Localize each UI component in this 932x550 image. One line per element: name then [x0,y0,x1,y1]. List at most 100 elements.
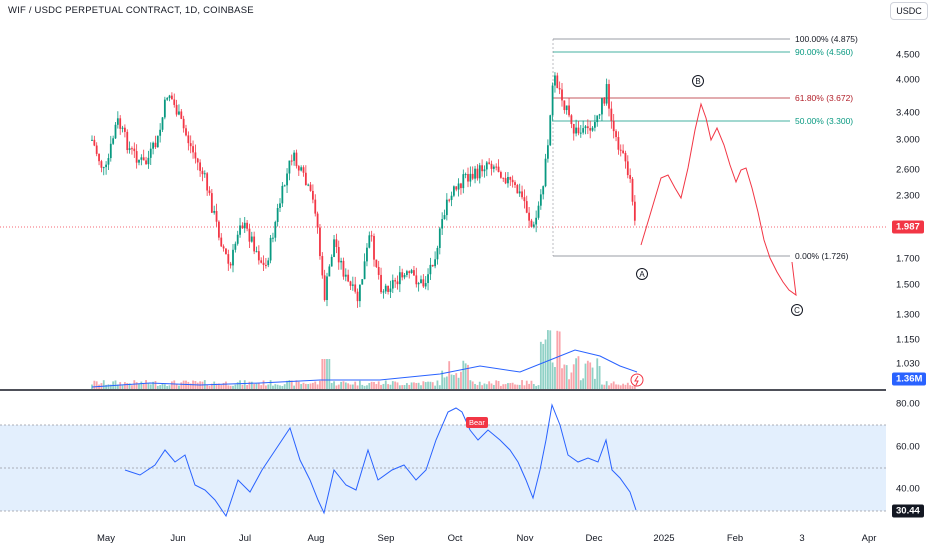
volume-bar [516,384,519,389]
candle-body [91,139,93,141]
time-tick: Dec [585,533,603,544]
volume-bar [250,381,253,389]
candle-body [243,222,246,229]
time-tick: May [97,533,115,544]
volume-bar [307,384,310,389]
volume-bar [206,384,209,389]
candle-body [119,118,122,129]
candle-body [178,111,180,115]
volume-bar [347,383,350,389]
candle-body [276,208,279,222]
volume-bar [225,381,227,389]
volume-bar [152,381,154,389]
time-tick: Oct [447,533,463,544]
volume-bar [159,385,162,389]
volume-bar [626,382,629,389]
candle-body [488,162,491,164]
volume-bar [387,384,389,389]
volume-bar [304,383,307,389]
volume-badge: 1.36M [892,372,927,386]
candle-body [619,149,622,151]
volume-bar [462,360,465,389]
candle-body [601,98,603,115]
volume-bar [448,361,451,389]
volume-bar [469,380,472,389]
candle-body [93,139,96,146]
candle-body [391,280,394,289]
candle-body [398,272,401,285]
candle-body [502,177,505,179]
candle-body [549,115,552,146]
volume-bar [107,384,110,389]
candle-body [455,186,458,190]
candle-body [290,160,293,162]
candle-body [474,168,476,179]
candlestick-series [91,72,636,308]
volume-bar [450,374,453,389]
candle-body [208,190,211,194]
candle-body [340,260,342,263]
candle-body [163,99,166,118]
candle-body [410,270,413,274]
volume-bar [351,384,354,389]
candle-body [537,205,540,218]
candle-body [114,124,117,139]
candle-body [225,248,227,255]
candle-body [232,249,234,266]
candle-body [272,237,274,239]
volume-bar [603,384,606,389]
candle-body [608,84,610,109]
volume-bar [281,385,284,389]
volume-bar [220,385,223,389]
candle-body [255,251,258,253]
candle-body [490,163,493,169]
candle-body [307,184,310,186]
candle-body [109,143,112,159]
candle-body [203,173,206,175]
volume-bar [594,378,596,389]
candle-body [354,284,357,292]
volume-bar [539,341,542,389]
volume-bar [316,384,319,389]
candle-body [544,158,547,187]
candle-body [612,120,615,132]
candle-body [478,165,481,179]
candle-body [248,228,251,242]
volume-bar [145,380,147,389]
candle-body [448,199,451,201]
volume-bar [319,380,321,389]
volume-bar [410,382,413,389]
volume-bar [246,385,248,389]
volume-bar [521,380,523,389]
volume-bar [551,362,554,389]
candle-body [156,135,159,148]
volume-bar [128,383,131,389]
volume-bar [295,380,298,389]
candle-body [295,152,298,167]
volume-bar [488,381,491,389]
volume-bar [126,383,129,389]
candle-body [196,158,199,163]
wave-label-c: C [791,304,803,316]
candle-body [629,175,632,179]
volume-bar [481,385,483,389]
candle-body [375,259,378,267]
candle-body [152,142,154,149]
volume-bar [272,385,274,389]
volume-bar [598,366,601,389]
volume-bar [535,385,538,389]
candle-body [192,146,194,153]
volume-bar [243,380,246,389]
candle-body [558,88,561,90]
currency-button[interactable]: USDC [890,2,928,20]
candle-body [596,115,599,123]
candle-body [384,285,387,292]
candle-body [171,95,173,100]
candle-body [556,75,559,89]
candle-body [431,264,434,267]
volume-bar [565,365,568,389]
volume-bar [586,360,589,389]
volume-bar [375,384,378,389]
candle-body [161,117,164,130]
